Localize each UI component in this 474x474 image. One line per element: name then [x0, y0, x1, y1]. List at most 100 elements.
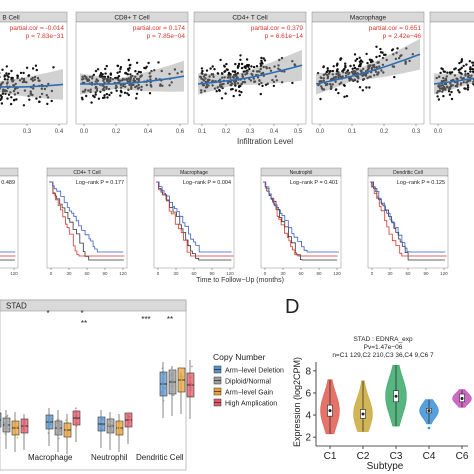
scatter-point — [358, 63, 362, 66]
scatter-point — [0, 75, 1, 79]
box-point — [107, 423, 110, 425]
box-point — [15, 421, 17, 424]
scatter-point — [34, 64, 38, 67]
box-point — [65, 428, 68, 431]
scatter-point — [106, 96, 109, 99]
box-point — [116, 427, 119, 430]
box-point — [57, 430, 59, 433]
scatter-point — [139, 71, 142, 74]
scatter-point — [135, 92, 139, 96]
scatter-point — [447, 90, 451, 93]
scatter-point — [238, 93, 241, 97]
scatter-point — [221, 86, 224, 90]
scatter-point — [205, 83, 208, 86]
scatter-point — [87, 89, 90, 92]
x-tick-label: 90 — [316, 271, 322, 276]
scatter-point — [441, 84, 444, 87]
scatter-point — [106, 75, 110, 78]
violin-title: STAD : EDNRA_exp — [353, 336, 413, 343]
scatter-point — [450, 84, 453, 87]
scatter-point — [269, 69, 273, 73]
box-point — [120, 429, 122, 432]
box-point — [57, 423, 59, 425]
scatter-point — [102, 79, 105, 82]
panel-frame — [0, 175, 19, 269]
scatter-point — [199, 76, 203, 79]
scatter-point — [31, 67, 35, 70]
x-tick-label: 60 — [298, 271, 304, 276]
scatter-point — [15, 98, 18, 101]
scatter-point — [408, 59, 411, 63]
y-tick-label: 6 — [305, 388, 311, 399]
scatter-point — [200, 91, 203, 94]
scatter-point — [411, 53, 414, 56]
scatter-point — [47, 82, 50, 86]
scatter-point — [466, 72, 470, 76]
box-point — [190, 383, 193, 386]
scatter-point — [380, 69, 383, 72]
box-point — [6, 420, 8, 423]
x-tick-label: 0.2 — [112, 129, 121, 135]
scatter-point — [40, 87, 43, 91]
survival-curve — [49, 181, 125, 257]
scatter-point — [203, 89, 206, 93]
scatter-point — [22, 71, 25, 75]
scatter-point — [255, 70, 259, 73]
scatter-point — [400, 54, 403, 57]
box-point — [16, 425, 19, 427]
scatter-point — [458, 91, 461, 94]
scatter-point — [468, 79, 472, 82]
scatter-point — [226, 76, 230, 79]
violin-median — [427, 409, 431, 413]
scatter-point — [343, 95, 346, 99]
panel-title: Macrophage — [180, 170, 208, 176]
scatter-point — [265, 67, 268, 70]
scatter-point — [176, 72, 179, 75]
scatter-point — [25, 66, 29, 70]
scatter-point — [127, 69, 130, 72]
x-tick-label: 0.2 — [222, 129, 231, 135]
x-tick-label: C2 — [357, 451, 370, 462]
box-point — [170, 385, 172, 387]
panel-title: Neutrophil — [290, 170, 313, 176]
box-point — [76, 422, 79, 424]
box-point — [128, 419, 130, 422]
scatter-point — [404, 60, 407, 64]
scatter-point — [31, 76, 34, 80]
confidence-band — [434, 72, 474, 95]
scatter-point — [239, 54, 242, 57]
panel-strip — [0, 167, 19, 177]
scatter-point — [7, 93, 11, 96]
scatter-point — [227, 73, 230, 76]
x-tick-label: 120 — [10, 271, 18, 276]
x-tick-label: 120 — [226, 271, 234, 276]
box-point — [179, 375, 181, 378]
scatter-point — [134, 85, 137, 89]
scatter-point — [341, 75, 344, 78]
x-tick-label: 0.4 — [270, 129, 279, 135]
scatter-point — [85, 94, 88, 98]
scatter-point — [381, 56, 385, 60]
scatter-point — [334, 88, 338, 92]
x-tick-label: 90 — [209, 271, 215, 276]
box-point — [172, 377, 175, 380]
scatter-point — [343, 68, 346, 71]
box-point — [109, 432, 112, 434]
scatter-point — [245, 58, 249, 61]
scatter-point — [322, 79, 325, 83]
scatter-point — [38, 79, 41, 82]
p-value-label: p = 2.42e−46 — [383, 33, 422, 40]
x-tick-label: C1 — [324, 451, 337, 462]
scatter-point — [249, 79, 253, 82]
scatter-point — [242, 70, 245, 73]
scatter-point — [220, 97, 224, 100]
box-point — [163, 373, 166, 375]
scatter-point — [10, 76, 13, 80]
box-point — [4, 424, 7, 427]
scatter-point — [207, 79, 210, 82]
scatter-point — [392, 65, 396, 68]
scatter-point — [35, 97, 38, 100]
scatter-point — [83, 90, 86, 93]
box-point — [172, 394, 174, 397]
